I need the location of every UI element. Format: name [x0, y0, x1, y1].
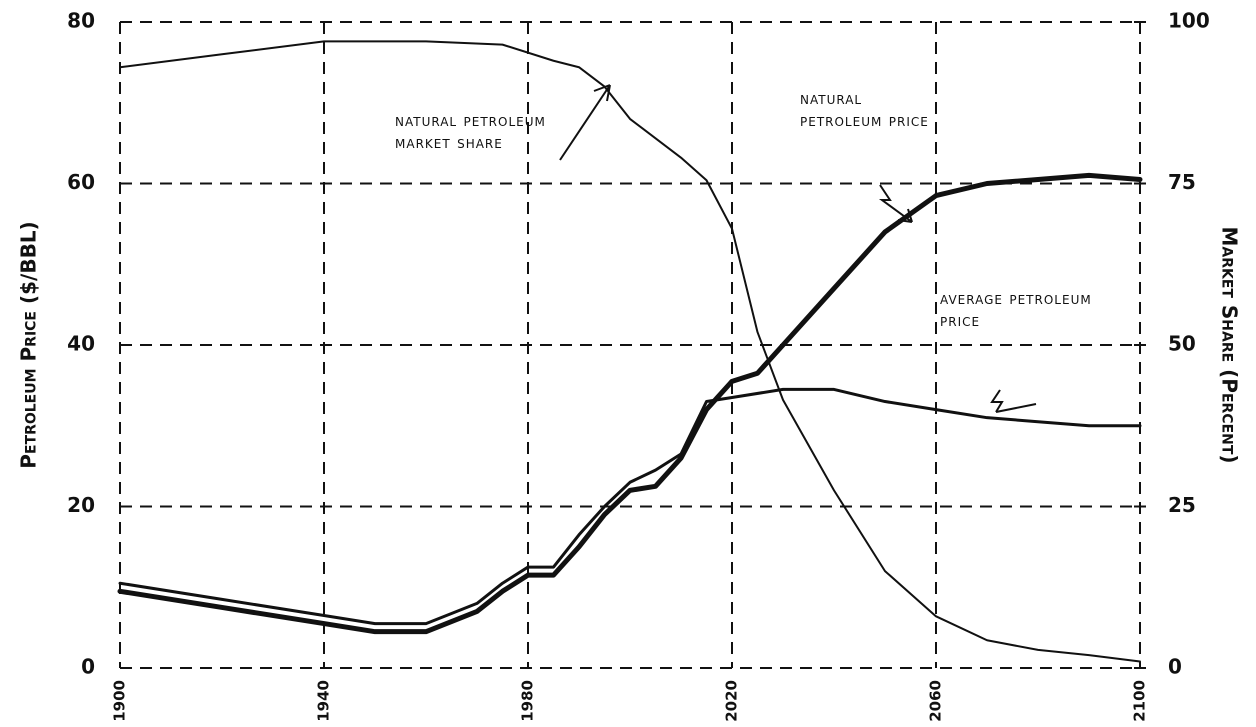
- y-tick-label: 0: [81, 655, 95, 679]
- annotation: Natural Petroleum Price: [800, 89, 929, 131]
- annotation: Average Petroleum Price: [940, 289, 1092, 331]
- x-tick-label: 2060: [927, 680, 945, 722]
- line-series: [119, 40, 1141, 663]
- y2-axis-title: Market Share (Percent): [1218, 226, 1242, 463]
- y-tick-label: 80: [67, 9, 95, 33]
- y2-tick-label: 25: [1168, 493, 1196, 517]
- annotation-arrow: [559, 84, 611, 161]
- y2-tick-label: 50: [1168, 332, 1196, 356]
- annotation-arrow: [990, 389, 1037, 413]
- y-tick-label: 20: [67, 493, 95, 517]
- x-tick-label: 2020: [723, 680, 741, 722]
- y2-tick-label: 75: [1168, 170, 1196, 194]
- y2-tick-label: 100: [1168, 9, 1210, 33]
- y2-tick-label: 0: [1168, 655, 1182, 679]
- y-axis-title: Petroleum Price ($/BBL): [17, 221, 41, 468]
- x-tick-label: 2100: [1131, 680, 1149, 722]
- y-tick-label: 40: [67, 332, 95, 356]
- line-series: [118, 387, 1142, 626]
- x-tick-label: 1940: [315, 680, 333, 722]
- x-tick-label: 1900: [111, 680, 129, 722]
- annotation: Natural Petroleum Market Share: [395, 111, 546, 153]
- x-tick-label: 1980: [519, 680, 537, 722]
- line-series: [117, 172, 1143, 635]
- y-tick-label: 60: [67, 170, 95, 194]
